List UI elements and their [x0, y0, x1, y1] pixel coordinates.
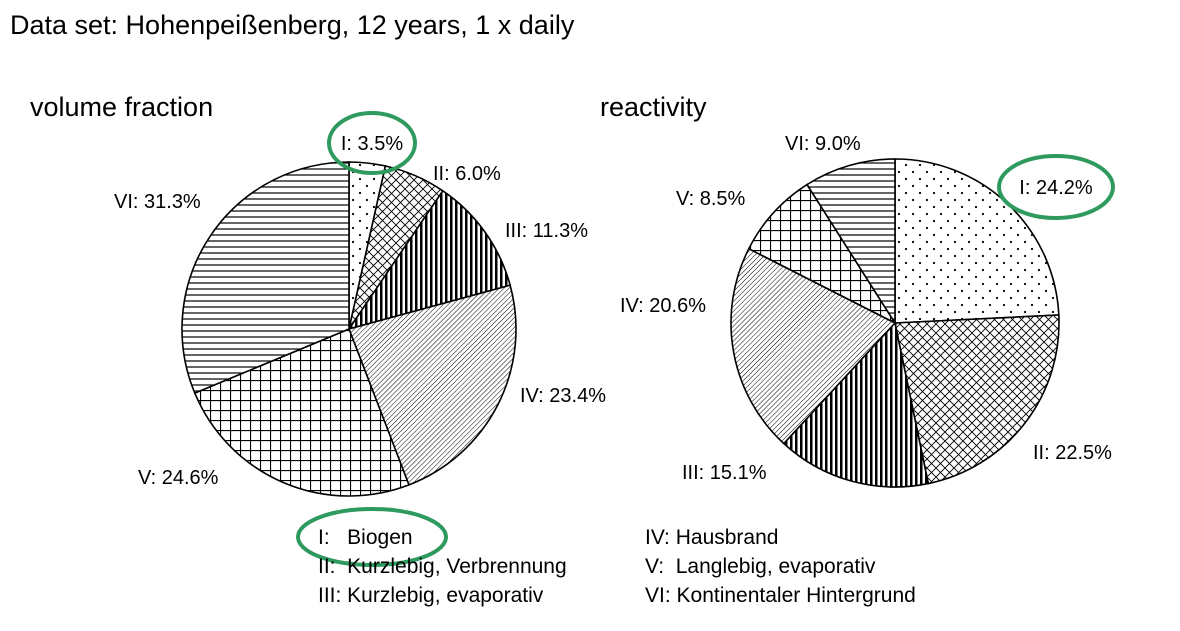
pie0-highlight-ellipse [327, 111, 417, 175]
pie0-slice-kontinentaler-hintergrund [181, 161, 350, 395]
volume-fraction-pie: I: 3.5% II: 6.0% III: 11.3% IV: 23.4% V: 24.… [114, 111, 606, 497]
pie1-highlight-ellipse [997, 154, 1115, 220]
legend-highlight-ellipse [296, 507, 448, 567]
legend-item-langlebig-evaporativ: V: Langlebig, evaporativ [645, 555, 876, 578]
legend-item-kurzlebig-verbrennung: II: Kurzlebig, Verbrennung [318, 555, 567, 578]
legend-right: IV: Hausbrand V: Langlebig, evaporativ V… [645, 523, 916, 610]
pie1-slice-langlebig-evaporativ [747, 183, 898, 326]
pie0-label-kurzlebig-verbrennung: II: 6.0% [433, 163, 501, 185]
legend-item-hausbrand: IV: Hausbrand [645, 526, 779, 549]
reactivity-pie: I: 24.2% II: 22.5% III: 15.1% IV: 20.6% V: 8… [620, 133, 1115, 488]
pie1-label-langlebig-evaporativ: V: 8.5% [676, 188, 746, 210]
pie0-label-biogen: I: 3.5% [341, 133, 403, 155]
volume-fraction-title: volume fraction [30, 92, 214, 122]
page-title: Data set: Hohenpeißenberg, 12 years, 1 x… [10, 10, 575, 40]
pie0-slice-hausbrand [347, 284, 517, 486]
legend-item-biogen: I: Biogen [318, 526, 413, 549]
pie1-slice-hausbrand [730, 247, 897, 445]
legend-item-kontinentaler-hintergrund: VI: Kontinentaler Hintergrund [645, 584, 916, 607]
pie0-label-kontinentaler-hintergrund: VI: 31.3% [114, 191, 201, 213]
pie1-slice-kontinentaler-hintergrund [805, 158, 896, 326]
pie0-slice-langlebig-evaporativ [193, 327, 410, 497]
pie0-label-kurzlebig-evaporativ: III: 11.3% [505, 220, 588, 242]
legend-item-kurzlebig-evaporativ: III: Kurzlebig, evaporativ [318, 584, 544, 607]
pie0-label-hausbrand: IV: 23.4% [520, 385, 606, 407]
reactivity-title: reactivity [600, 92, 707, 122]
pie1-slice-kurzlebig-verbrennung [894, 314, 1060, 485]
pie0-slice-kurzlebig-evaporativ [347, 189, 512, 331]
pie0-label-langlebig-evaporativ: V: 24.6% [138, 467, 219, 489]
pie1-label-kontinentaler-hintergrund: VI: 9.0% [785, 133, 861, 155]
pie1-label-kurzlebig-verbrennung: II: 22.5% [1033, 442, 1112, 464]
pie1-label-biogen: I: 24.2% [1019, 177, 1093, 199]
pie1-slice-kurzlebig-evaporativ [782, 321, 930, 488]
pie1-label-kurzlebig-evaporativ: III: 15.1% [682, 462, 767, 484]
pie1-label-hausbrand: IV: 20.6% [620, 295, 706, 317]
legend-left: I: Biogen II: Kurzlebig, Verbrennung III… [318, 523, 567, 610]
